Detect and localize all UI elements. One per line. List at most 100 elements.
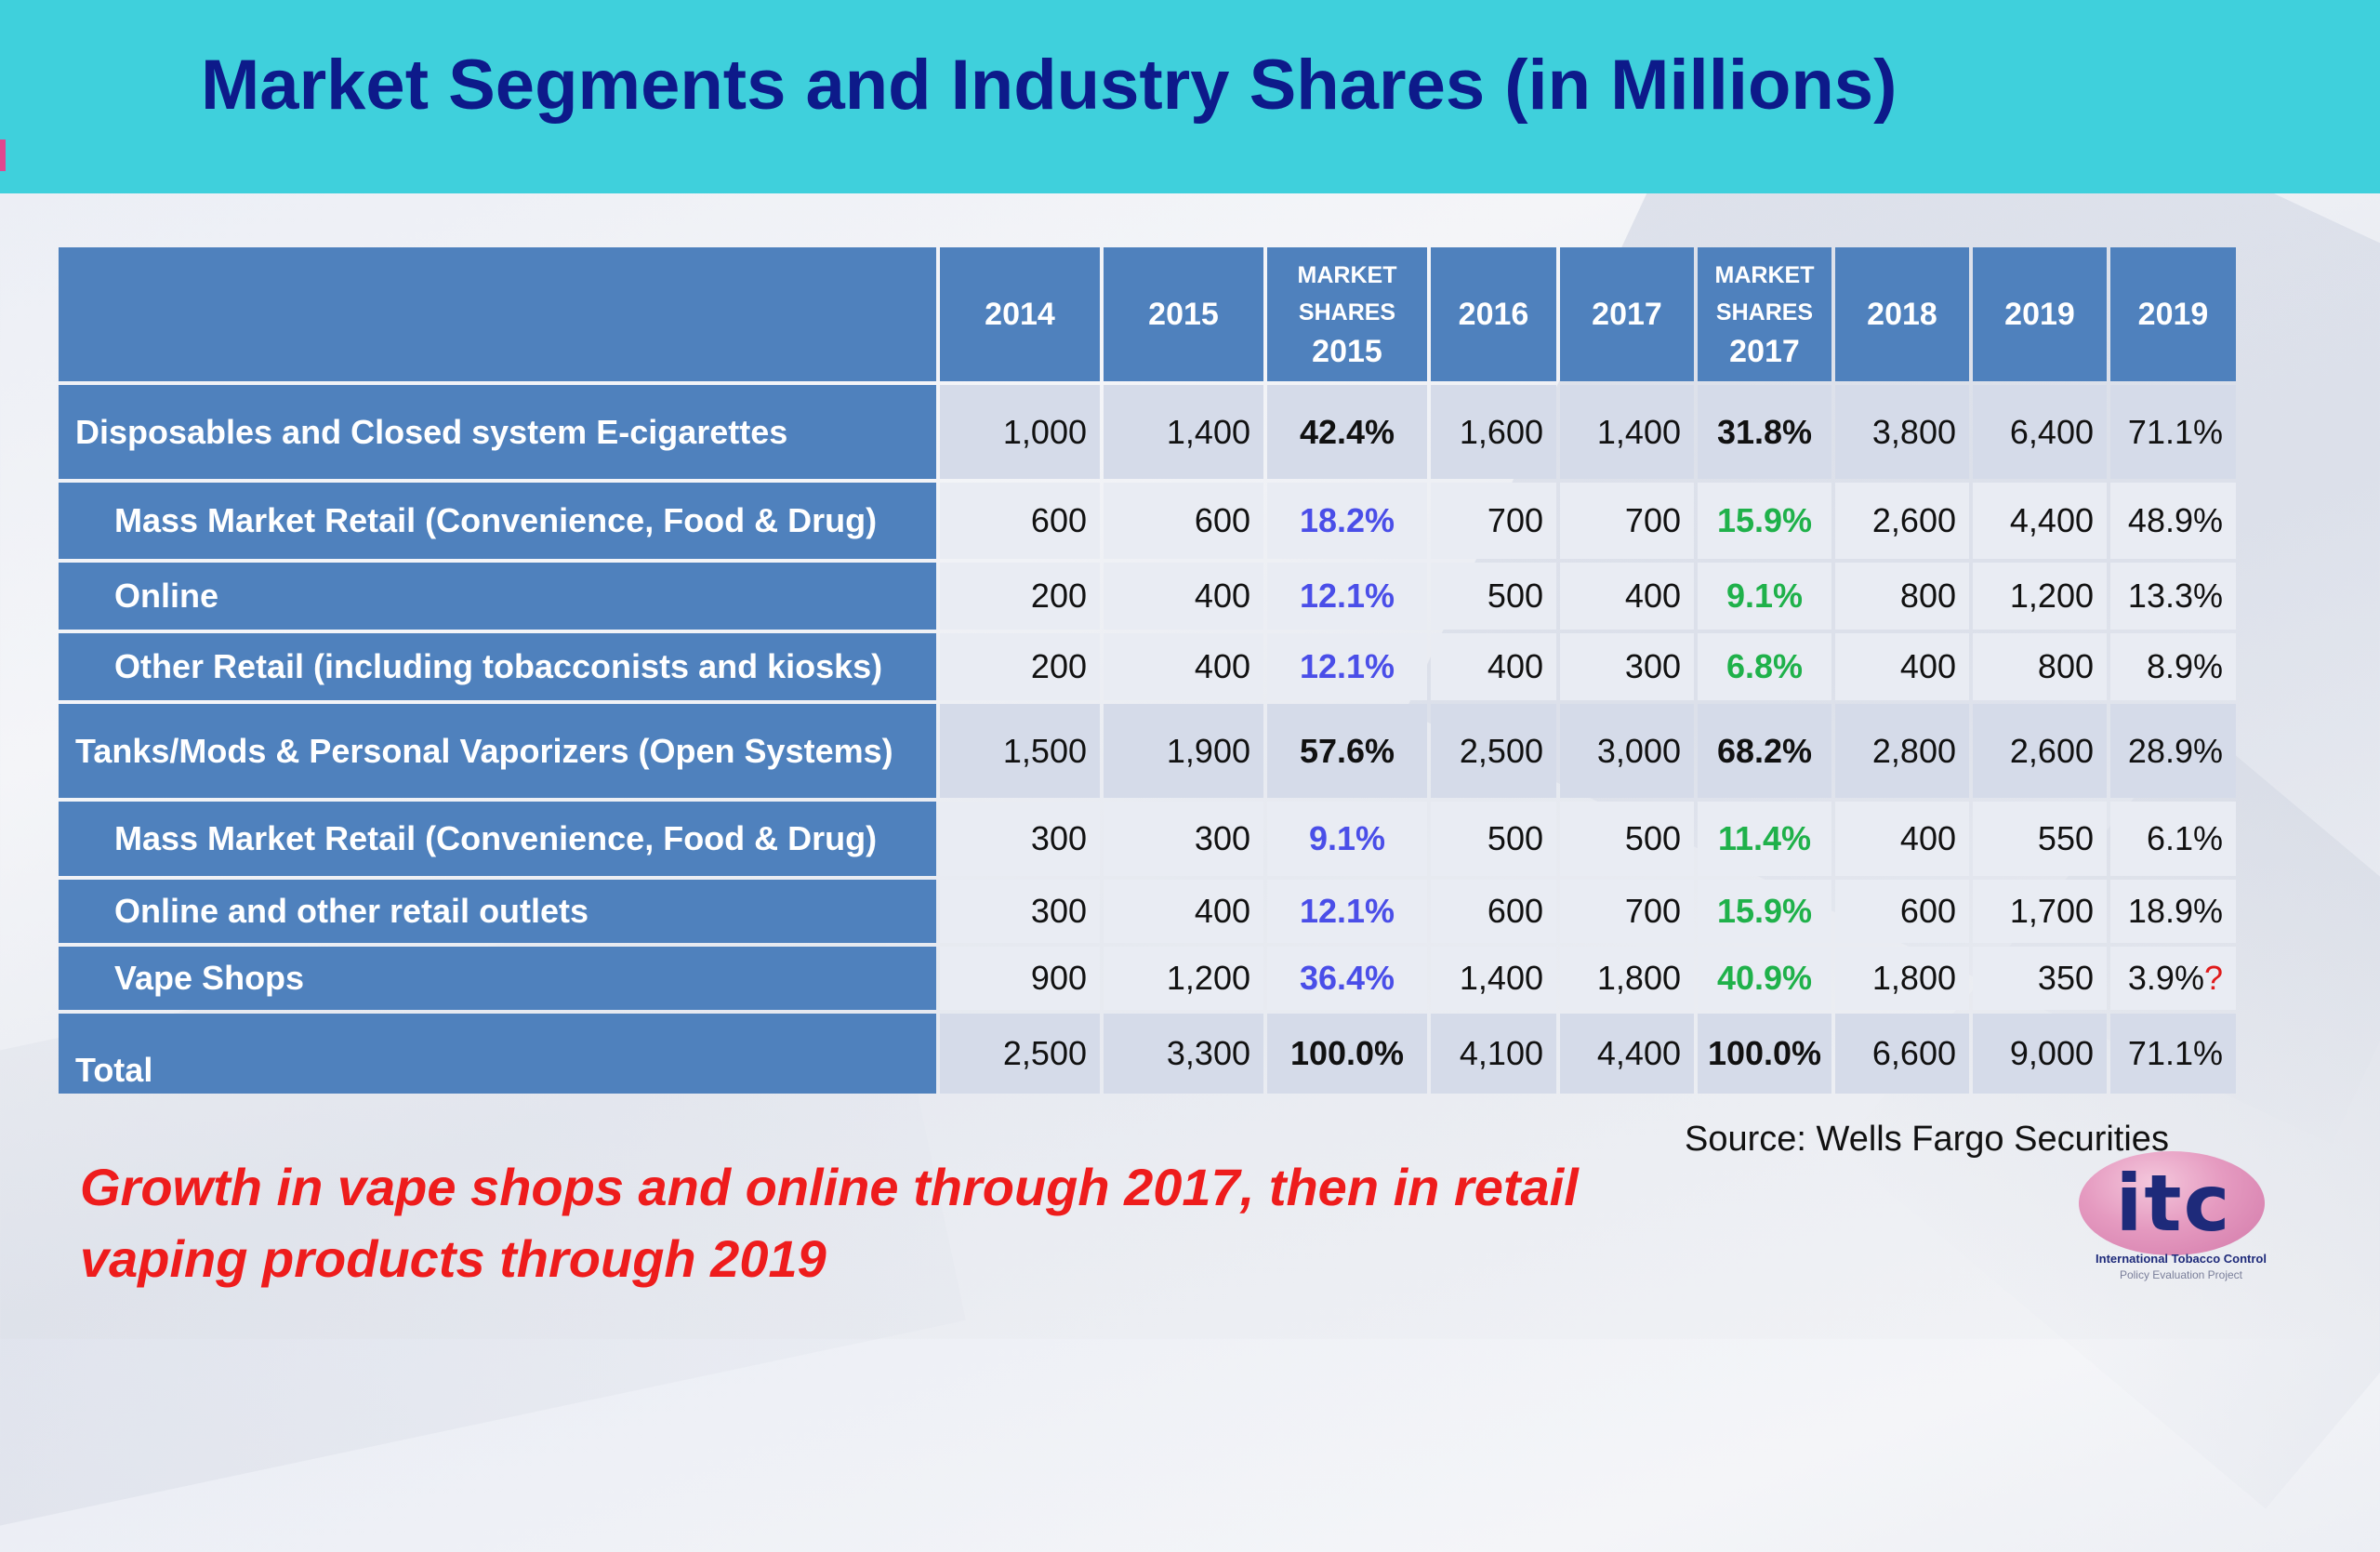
row-label: Other Retail (including tobacconists and… — [59, 633, 936, 700]
cell-market-share-2017: 40.9% — [1698, 947, 1831, 1010]
row-label: Online and other retail outlets — [59, 880, 936, 943]
logo-project-name: Policy Evaluation Project — [2119, 1268, 2243, 1281]
cell-2018: 400 — [1835, 633, 1969, 700]
cell-2019: 550 — [1973, 802, 2107, 876]
cell-market-share-2017: 31.8% — [1698, 385, 1831, 479]
cell-2018: 3,800 — [1835, 385, 1969, 479]
cell-market-share-2015: 57.6% — [1267, 704, 1427, 798]
cell-2015: 1,200 — [1104, 947, 1263, 1010]
row-label: Tanks/Mods & Personal Vaporizers (Open S… — [59, 704, 936, 798]
left-accent-bar — [0, 139, 6, 171]
cell-2016: 1,600 — [1431, 385, 1556, 479]
row-label: Mass Market Retail (Convenience, Food & … — [59, 802, 936, 876]
cell-2019-share: 3.9%? — [2110, 947, 2236, 1010]
cell-2019: 6,400 — [1973, 385, 2107, 479]
header-2019: 2019 — [1973, 247, 2107, 381]
cell-2019: 4,400 — [1973, 483, 2107, 559]
cell-market-share-2015: 12.1% — [1267, 563, 1427, 630]
header-shares-label: SHARES — [1298, 299, 1396, 325]
logo-organization-name: International Tobacco Control — [2096, 1252, 2267, 1266]
cell-market-share-2017: 15.9% — [1698, 483, 1831, 559]
cell-2019-share: 28.9% — [2110, 704, 2236, 798]
table-row: Online 200 400 12.1% 500 400 9.1% 800 1,… — [59, 563, 2236, 630]
cell-2019-share: 71.1% — [2110, 1014, 2236, 1094]
logo-wordmark: itc — [2115, 1158, 2232, 1249]
table-row: Mass Market Retail (Convenience, Food & … — [59, 483, 2236, 559]
row-label: Mass Market Retail (Convenience, Food & … — [59, 483, 936, 559]
cell-2018: 600 — [1835, 880, 1969, 943]
header-market-shares-2017: MARKET SHARES 2017 — [1698, 247, 1831, 381]
row-label: Online — [59, 563, 936, 630]
cell-2015: 600 — [1104, 483, 1263, 559]
cell-2017: 3,000 — [1560, 704, 1694, 798]
table-row: Disposables and Closed system E-cigarett… — [59, 385, 2236, 479]
table-row: Mass Market Retail (Convenience, Food & … — [59, 802, 2236, 876]
market-segments-table: 2014 2015 MARKET SHARES 2015 2016 2017 M… — [55, 244, 2240, 1097]
cell-2014: 1,500 — [940, 704, 1100, 798]
share-value: 3.9% — [2127, 959, 2204, 997]
cell-2017: 300 — [1560, 633, 1694, 700]
header-2016: 2016 — [1431, 247, 1556, 381]
cell-2017: 700 — [1560, 880, 1694, 943]
source-citation: Source: Wells Fargo Securities — [1685, 1120, 2169, 1159]
cell-2017: 700 — [1560, 483, 1694, 559]
cell-2019: 1,200 — [1973, 563, 2107, 630]
table-row: Other Retail (including tobacconists and… — [59, 633, 2236, 700]
cell-2014: 300 — [940, 880, 1100, 943]
header-2019-share: 2019 — [2110, 247, 2236, 381]
cell-market-share-2015: 9.1% — [1267, 802, 1427, 876]
cell-2016: 700 — [1431, 483, 1556, 559]
cell-market-share-2015: 42.4% — [1267, 385, 1427, 479]
logo-globe-shape — [2079, 1151, 2265, 1255]
header-empty — [59, 247, 936, 381]
cell-2018: 2,600 — [1835, 483, 1969, 559]
cell-2019: 2,600 — [1973, 704, 2107, 798]
header-market-shares-2015: MARKET SHARES 2015 — [1267, 247, 1427, 381]
cell-2015: 3,300 — [1104, 1014, 1263, 1094]
header-2018: 2018 — [1835, 247, 1969, 381]
cell-2019: 350 — [1973, 947, 2107, 1010]
cell-2019-share: 71.1% — [2110, 385, 2236, 479]
title-band — [0, 0, 2380, 193]
cell-2015: 400 — [1104, 563, 1263, 630]
cell-2017: 500 — [1560, 802, 1694, 876]
cell-2014: 900 — [940, 947, 1100, 1010]
cell-2016: 2,500 — [1431, 704, 1556, 798]
question-mark: ? — [2203, 959, 2223, 997]
table-header-row: 2014 2015 MARKET SHARES 2015 2016 2017 M… — [59, 247, 2236, 381]
header-shares-label: SHARES — [1715, 299, 1814, 325]
cell-2014: 1,000 — [940, 385, 1100, 479]
cell-market-share-2015: 36.4% — [1267, 947, 1427, 1010]
itc-logo: itc International Tobacco Control Policy… — [2053, 1151, 2309, 1287]
cell-market-share-2015: 100.0% — [1267, 1014, 1427, 1094]
highlight-note: Growth in vape shops and online through … — [80, 1158, 1579, 1288]
cell-2018: 6,600 — [1835, 1014, 1969, 1094]
cell-market-share-2017: 68.2% — [1698, 704, 1831, 798]
cell-2015: 1,400 — [1104, 385, 1263, 479]
cell-2019-share: 18.9% — [2110, 880, 2236, 943]
cell-2014: 2,500 — [940, 1014, 1100, 1094]
cell-2016: 600 — [1431, 880, 1556, 943]
table-row: Vape Shops 900 1,200 36.4% 1,400 1,800 4… — [59, 947, 2236, 1010]
cell-2018: 800 — [1835, 563, 1969, 630]
cell-2019-share: 6.1% — [2110, 802, 2236, 876]
cell-market-share-2017: 15.9% — [1698, 880, 1831, 943]
header-market-year: 2015 — [1312, 334, 1382, 369]
cell-2019-share: 8.9% — [2110, 633, 2236, 700]
cell-market-share-2017: 6.8% — [1698, 633, 1831, 700]
header-market-label: MARKET — [1714, 262, 1815, 288]
cell-2019: 9,000 — [1973, 1014, 2107, 1094]
cell-2016: 400 — [1431, 633, 1556, 700]
cell-2018: 400 — [1835, 802, 1969, 876]
cell-2018: 1,800 — [1835, 947, 1969, 1010]
cell-2016: 4,100 — [1431, 1014, 1556, 1094]
row-label: Vape Shops — [59, 947, 936, 1010]
cell-2017: 4,400 — [1560, 1014, 1694, 1094]
cell-2017: 1,800 — [1560, 947, 1694, 1010]
cell-2019-share: 48.9% — [2110, 483, 2236, 559]
header-2015: 2015 — [1104, 247, 1263, 381]
cell-2015: 400 — [1104, 880, 1263, 943]
slide-title: Market Segments and Industry Shares (in … — [201, 46, 1897, 125]
cell-market-share-2015: 12.1% — [1267, 880, 1427, 943]
cell-2014: 600 — [940, 483, 1100, 559]
